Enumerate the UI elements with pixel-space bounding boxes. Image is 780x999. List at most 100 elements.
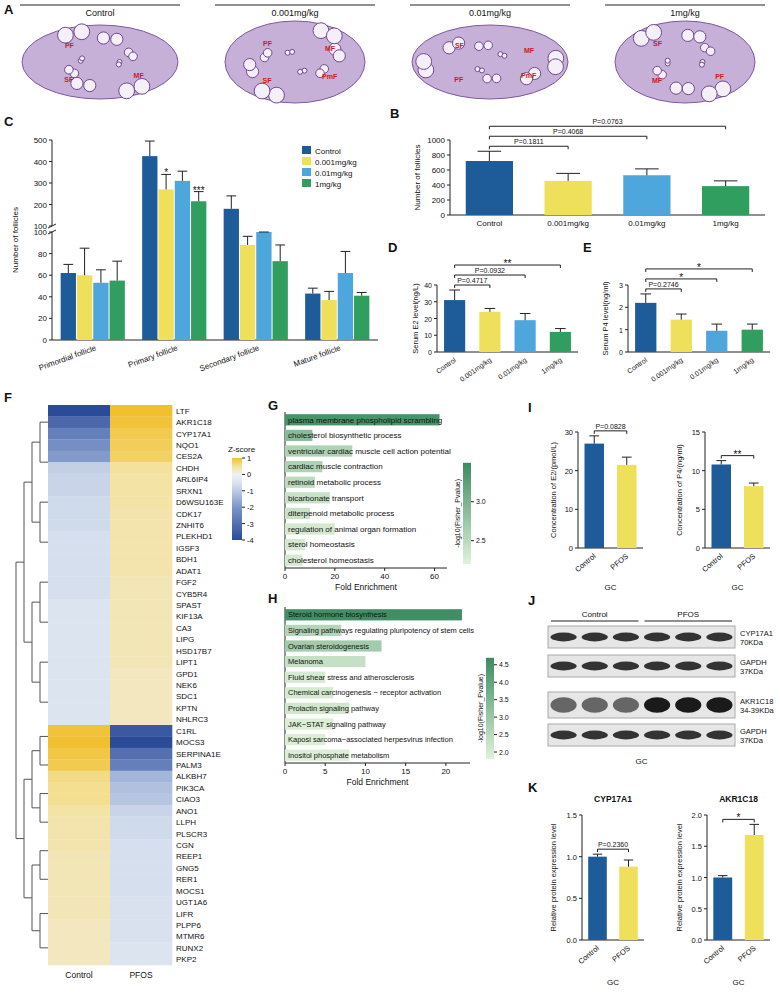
colorbar-tick-label: 2.5: [499, 731, 509, 738]
tick: [625, 307, 628, 308]
bar: [479, 312, 500, 352]
heatmap-cell: [48, 622, 110, 634]
error-bar: [556, 173, 580, 181]
heatmap-cell: [110, 919, 172, 931]
heatmap-cell: [48, 702, 110, 714]
annotation: P=0.2746: [648, 281, 678, 288]
x-axis: [285, 763, 470, 764]
bracket: [489, 136, 647, 139]
legend-label: 1mg/kg: [315, 180, 341, 189]
tick-label: 1.5: [567, 811, 577, 820]
row-label: BDH1: [176, 555, 198, 564]
axis-title: Number of follicles: [413, 145, 422, 211]
follicle-label: PF: [454, 76, 464, 83]
follicle: [484, 41, 493, 50]
bar: [273, 261, 288, 340]
heatmap-cell: [48, 554, 110, 566]
error-bar: [716, 461, 726, 465]
row-label: C1RL: [176, 727, 197, 736]
heatmap-cell: [110, 451, 172, 463]
colorbar-tick: [242, 458, 245, 459]
follicle: [290, 49, 295, 54]
dendrogram: [32, 442, 40, 443]
category-label: Inositol phosphate metabolism: [288, 751, 389, 760]
blot-band: [706, 633, 732, 642]
heatmap-cell: [48, 908, 110, 920]
annotation: ***: [193, 185, 205, 196]
chart-title: AKR1C18: [719, 794, 758, 804]
dendrogram: [40, 822, 48, 823]
follicle: [694, 31, 706, 43]
blot-band: [582, 662, 608, 671]
dendrogram: [40, 850, 48, 851]
heatmap-cell: [48, 736, 110, 748]
dendrogram: [40, 947, 48, 948]
tick-label: 20: [441, 767, 450, 776]
bars: [61, 141, 370, 340]
tick-label: 0: [441, 211, 446, 220]
heatmap-cell: [110, 508, 172, 520]
blot-band: [675, 697, 701, 713]
colorbar-tick: [494, 664, 497, 665]
blot-band: [582, 731, 608, 740]
annotation: P=0.2360: [598, 841, 628, 848]
bar: [93, 283, 108, 340]
legend-swatch: [302, 179, 311, 187]
tick: [434, 301, 437, 302]
tick: [702, 432, 705, 433]
tick-label: 60: [430, 572, 439, 581]
dendrogram: [32, 750, 40, 751]
tick-label: 20: [565, 467, 573, 476]
heatmap-cell: [110, 794, 172, 806]
row-label: LIFR: [176, 910, 194, 919]
error-bar: [711, 324, 722, 331]
heatmap-cell: [110, 725, 172, 737]
annotation: **: [734, 449, 742, 460]
follicle: [665, 58, 670, 63]
tick: [49, 232, 52, 233]
heatmap-cell: [110, 576, 172, 588]
heatmap-cell: [110, 542, 172, 554]
error-bar: [308, 288, 318, 293]
row-label: D6WSU163E: [176, 498, 224, 507]
blot-band: [550, 697, 576, 713]
tick-label: 300: [34, 179, 48, 188]
tick: [625, 352, 628, 353]
bar: [712, 464, 732, 548]
category-label: Prolactin signaling pathway: [288, 704, 379, 713]
column-head: PFOS: [677, 610, 699, 619]
follicle: [483, 74, 492, 83]
ovary-section: [615, 21, 755, 103]
tick-label: 20: [38, 314, 47, 323]
tick: [334, 568, 335, 571]
follicle: [548, 59, 564, 75]
heatmap-cell: [48, 954, 110, 966]
row-label: CA3: [176, 624, 192, 633]
dendrogram: [40, 702, 48, 703]
heatmap-cell: [48, 611, 110, 623]
tick-label: 400: [34, 158, 48, 167]
follicle-label: PmF: [521, 72, 537, 79]
heatmap-cell: [110, 816, 172, 828]
annotation: **: [504, 258, 512, 269]
dendrogram: [24, 642, 32, 643]
heatmap-cell: [48, 531, 110, 543]
bracket: [598, 849, 629, 852]
colorbar-tick-label: 2.0: [499, 749, 509, 756]
category-label: PFOS: [609, 552, 630, 572]
error-bar: [112, 261, 122, 280]
dendrogram: [32, 522, 40, 523]
axis-title: Relative protein expression level: [549, 823, 558, 931]
bars: [713, 824, 763, 940]
colorbar-tick: [494, 717, 497, 718]
follicle: [65, 65, 74, 74]
follicle-label: SF: [455, 42, 465, 49]
tick: [447, 170, 450, 171]
follicle: [58, 27, 74, 43]
tick: [285, 763, 286, 766]
row-label: CDK17: [176, 510, 202, 519]
category-label: Steroid hormone biosynthesis: [288, 610, 387, 619]
bar: [617, 465, 637, 548]
tick: [704, 815, 707, 816]
blot-band: [675, 662, 701, 671]
